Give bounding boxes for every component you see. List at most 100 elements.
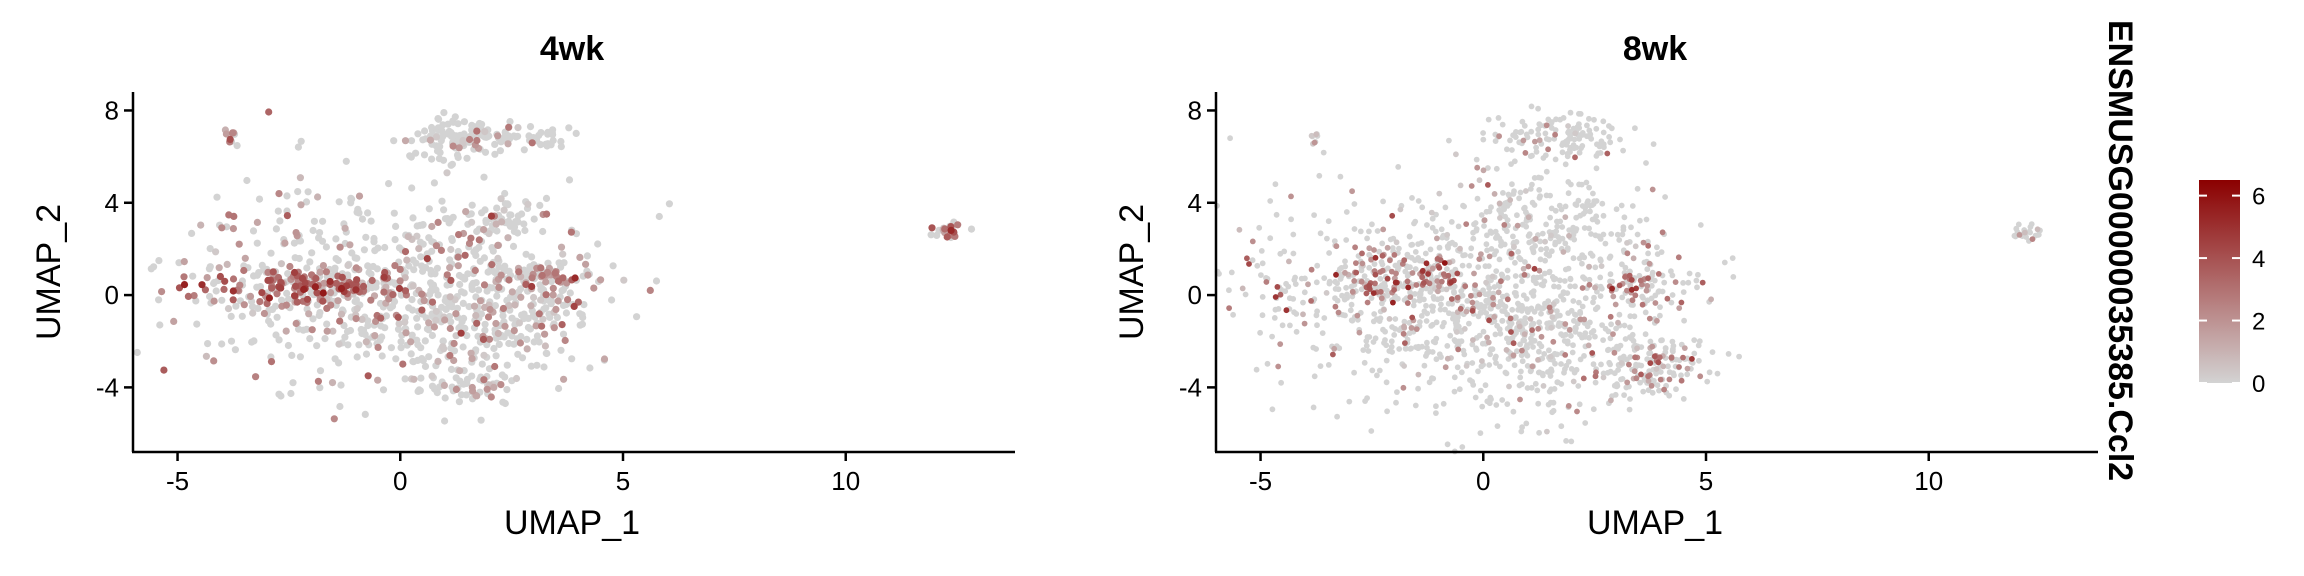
cell-point — [1622, 264, 1629, 271]
cell-point — [489, 267, 497, 275]
cell-point — [2026, 228, 2033, 235]
cell-point — [1513, 292, 1520, 299]
cell-point — [1313, 131, 1320, 138]
cell-point — [406, 152, 414, 160]
cell-point — [284, 295, 293, 303]
cell-point — [204, 340, 212, 348]
cell-point — [133, 348, 141, 357]
x-ticks: -5 0 5 10 — [166, 452, 860, 496]
cell-point — [477, 416, 485, 424]
cell-point — [1587, 208, 1593, 215]
cell-point — [562, 309, 571, 317]
cell-point — [1314, 322, 1320, 329]
cell-point — [1528, 321, 1535, 328]
cell-point — [1561, 278, 1568, 284]
cell-point — [252, 373, 260, 381]
cell-point — [316, 367, 325, 375]
cell-point — [1380, 326, 1386, 333]
cell-point — [1568, 227, 1575, 234]
cell-point — [520, 220, 528, 228]
cell-point — [1462, 252, 1468, 258]
cell-point — [1412, 266, 1419, 272]
cell-point — [1580, 375, 1587, 382]
cell-point — [516, 339, 525, 347]
x-tick-label: 10 — [1914, 466, 1943, 496]
cell-point — [1456, 386, 1463, 393]
cell-point — [1254, 262, 1261, 269]
cell-point — [1661, 279, 1668, 286]
cell-point — [1509, 181, 1515, 188]
cell-point — [253, 218, 261, 226]
cell-point — [1384, 275, 1391, 282]
cell-point — [1493, 402, 1500, 408]
cell-point — [1308, 298, 1314, 304]
cell-point — [543, 210, 551, 218]
cell-point — [1589, 252, 1596, 259]
cell-point — [1484, 334, 1490, 341]
cell-point — [313, 342, 321, 350]
cell-point — [491, 150, 499, 158]
cell-point — [404, 233, 412, 241]
cell-point — [1592, 379, 1599, 386]
cell-point — [1436, 264, 1443, 271]
cell-point — [1499, 317, 1506, 324]
cell-point — [1538, 333, 1545, 340]
cell-point — [1535, 126, 1542, 133]
cell-point — [289, 379, 297, 387]
cell-point — [2015, 221, 2022, 228]
cell-point — [1729, 255, 1736, 261]
cell-point — [303, 325, 311, 333]
cell-point — [1364, 235, 1370, 242]
cell-point — [572, 129, 580, 137]
cell-point — [1678, 299, 1685, 306]
cell-point — [1477, 430, 1484, 436]
cell-point — [1366, 334, 1373, 340]
cell-point — [303, 295, 312, 303]
cell-point — [1588, 231, 1594, 237]
cell-point — [1576, 110, 1582, 117]
cell-point — [1562, 214, 1569, 221]
cell-point — [409, 282, 417, 290]
cell-point — [1418, 313, 1425, 319]
cell-point — [1599, 322, 1605, 328]
cell-point — [1454, 270, 1461, 277]
cell-point — [1565, 123, 1571, 129]
cell-point — [1619, 231, 1626, 238]
cell-point — [1325, 218, 1332, 225]
cell-point — [1560, 115, 1567, 121]
cell-point — [1624, 379, 1631, 386]
cell-point — [1434, 235, 1440, 242]
cell-point — [1443, 286, 1450, 293]
cell-point — [1541, 351, 1548, 357]
cell-point — [332, 235, 340, 243]
cell-point — [1416, 297, 1423, 304]
cell-point — [1714, 370, 1721, 377]
cell-point — [594, 240, 602, 248]
cell-point — [1564, 245, 1571, 252]
cell-point — [1546, 347, 1552, 354]
cell-point — [1689, 356, 1695, 362]
cell-point — [1645, 373, 1651, 380]
cell-point — [226, 135, 234, 143]
cell-point — [1314, 308, 1320, 315]
cell-point — [1681, 345, 1688, 351]
cell-point — [1626, 406, 1633, 413]
cell-point — [1558, 423, 1565, 430]
cell-point — [428, 372, 436, 380]
cell-point — [441, 316, 449, 324]
cell-point — [1311, 373, 1318, 380]
cell-point — [486, 305, 494, 314]
cell-point — [1541, 270, 1548, 277]
cell-point — [1351, 369, 1357, 376]
cell-point — [1379, 252, 1386, 259]
cell-point — [1429, 308, 1436, 314]
cell-point — [497, 381, 505, 389]
cell-point — [378, 352, 386, 360]
cell-point — [1468, 292, 1474, 299]
cell-point — [941, 225, 949, 233]
cell-point — [954, 221, 962, 229]
cell-point — [1517, 341, 1523, 348]
cell-point — [1381, 306, 1387, 313]
cell-point — [1401, 363, 1407, 369]
cell-point — [1613, 206, 1620, 213]
